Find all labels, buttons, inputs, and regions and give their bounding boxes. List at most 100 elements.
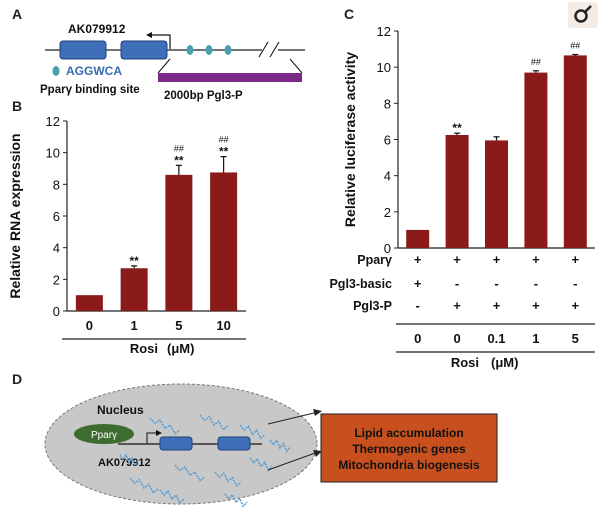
chart-c-condition-value: +: [414, 276, 422, 291]
chart-c-category-label: 0: [414, 331, 421, 346]
panel-b-letter: B: [12, 98, 22, 114]
chart-b-bar: [165, 174, 193, 311]
pathway-arrowhead-2: [313, 450, 322, 457]
lncrna-transcripts: [119, 414, 291, 508]
exon-1: [59, 40, 107, 60]
chart-b-sig-star: **: [219, 145, 229, 159]
binding-site-label: Pparγ binding site: [40, 84, 140, 96]
chart-c-y-tick-label: 10: [377, 60, 391, 75]
pathway-arrow-1: [267, 411, 319, 425]
chart-b-category-label: 10: [216, 318, 230, 333]
axis-break-1: [258, 41, 269, 58]
ppar-protein: [74, 424, 134, 444]
chart-c-condition-value: +: [414, 252, 422, 267]
chart-b-category-label: 1: [131, 318, 138, 333]
nucleus-exon-1: [159, 436, 193, 451]
lncrna-transcript: [174, 464, 206, 482]
lncrna-transcript: [239, 424, 266, 440]
chart-c-condition-value: +: [532, 298, 540, 313]
ppar-label: Pparγ: [91, 430, 117, 441]
binding-site-3: [224, 45, 232, 55]
promoter-bracket-right: [289, 58, 303, 74]
chart-b-y-tick-label: 10: [46, 146, 60, 161]
chart-b-y-label: Relative RNA expression: [7, 133, 23, 298]
exon-2: [120, 40, 168, 60]
promoter-bar: [158, 73, 302, 82]
chart-c-condition-value: -: [573, 276, 577, 291]
chart-c-condition-value: +: [493, 298, 501, 313]
chart-b-x-unit: (μM): [167, 341, 194, 356]
chart-b-bar: [120, 268, 148, 311]
chart-b-sig-star: **: [174, 153, 184, 167]
chart-c-y-tick-label: 12: [377, 24, 391, 39]
panel-c-letter: C: [344, 6, 354, 22]
chart-c-sig-hash: ##: [531, 57, 541, 67]
chart-c-sig-star: **: [452, 121, 462, 135]
nucleus-gene-label: AK079912: [98, 457, 151, 469]
lncrna-transcript: [159, 489, 185, 505]
lncrna-transcript: [269, 438, 291, 453]
tss-arrow: [148, 34, 171, 49]
chart-c-y-tick-label: 2: [384, 205, 391, 220]
nucleus-exon-2: [217, 436, 251, 451]
lncrna-transcript: [199, 414, 229, 431]
chart-c-y-tick-label: 0: [384, 241, 391, 256]
chart-c-bar: [563, 55, 587, 248]
chart-c-condition-value: -: [455, 276, 459, 291]
chart-c-y-tick-label: 4: [384, 169, 391, 184]
chart-b-y-tick-label: 8: [53, 177, 60, 192]
binding-site-1: [186, 45, 194, 55]
pathway-arrowhead-1: [313, 409, 322, 416]
chart-c-condition-value: +: [453, 298, 461, 313]
outcome-lipid: Lipid accumulation: [354, 426, 463, 440]
outcome-mito: Mitochondria biogenesis: [338, 458, 480, 472]
chart-b-sig-hash: ##: [174, 143, 184, 153]
chart-b-bar: [75, 295, 103, 311]
chart-b-sig-star: **: [129, 254, 139, 268]
chart-c-category-label: 0: [453, 331, 460, 346]
promoter-label: 2000bp Pgl3-P: [164, 90, 243, 102]
promoter-bracket-left: [157, 58, 171, 74]
motif-legend-icon: [52, 66, 60, 76]
chart-b-y-tick-label: 4: [53, 241, 60, 256]
chart-c-y-tick-label: 8: [384, 96, 391, 111]
nucleus-tss-arrowhead: [156, 430, 162, 436]
axis-break-2: [269, 41, 280, 58]
chart-c-condition-value: -: [494, 276, 498, 291]
pathway-arrow-2: [267, 451, 319, 471]
tss-arrowhead: [146, 32, 152, 38]
chart-c-y-tick-label: 6: [384, 133, 391, 148]
chart-b-bar: [210, 172, 238, 311]
chart-b-y-tick-label: 6: [53, 209, 60, 224]
chart-c-condition-value: +: [572, 252, 580, 267]
nucleus-label: Nucleus: [97, 403, 144, 417]
outcome-box: [320, 413, 498, 483]
motif-legend-label: AGGWCA: [66, 64, 122, 78]
chart-c-condition-label: Pparγ: [357, 253, 392, 267]
outcome-thermogenic: Thermogenic genes: [352, 442, 466, 456]
panel-a-gene-label: AK079912: [68, 22, 126, 36]
search-icon[interactable]: [568, 2, 598, 28]
chart-b-x-label: Rosi: [130, 341, 158, 356]
chart-c-category-label: 0.1: [487, 331, 505, 346]
chart-c-condition-value: +: [453, 252, 461, 267]
chart-c-bar: [524, 72, 548, 248]
chart-c-category-label: 5: [572, 331, 579, 346]
lncrna-transcript: [129, 477, 159, 494]
lncrna-transcript: [224, 493, 248, 508]
chart-c-bar: [406, 229, 430, 248]
nucleus-tss-arrow: [146, 432, 158, 444]
chart-b-y-tick-label: 2: [53, 272, 60, 287]
chart-b-category-label: 0: [86, 318, 93, 333]
chart-b-category-label: 5: [175, 318, 182, 333]
lncrna-transcript: [149, 417, 181, 435]
chart-c-condition-value: +: [572, 298, 580, 313]
chart-c-condition-value: +: [532, 252, 540, 267]
chart-c-condition-label: Pgl3-basic: [329, 277, 392, 291]
chart-b-sig-hash: ##: [219, 135, 229, 145]
chart-b-y-tick-label: 0: [53, 304, 60, 319]
chart-c-x-label: Rosi: [451, 355, 479, 370]
chart-c-condition-value: -: [416, 298, 420, 313]
